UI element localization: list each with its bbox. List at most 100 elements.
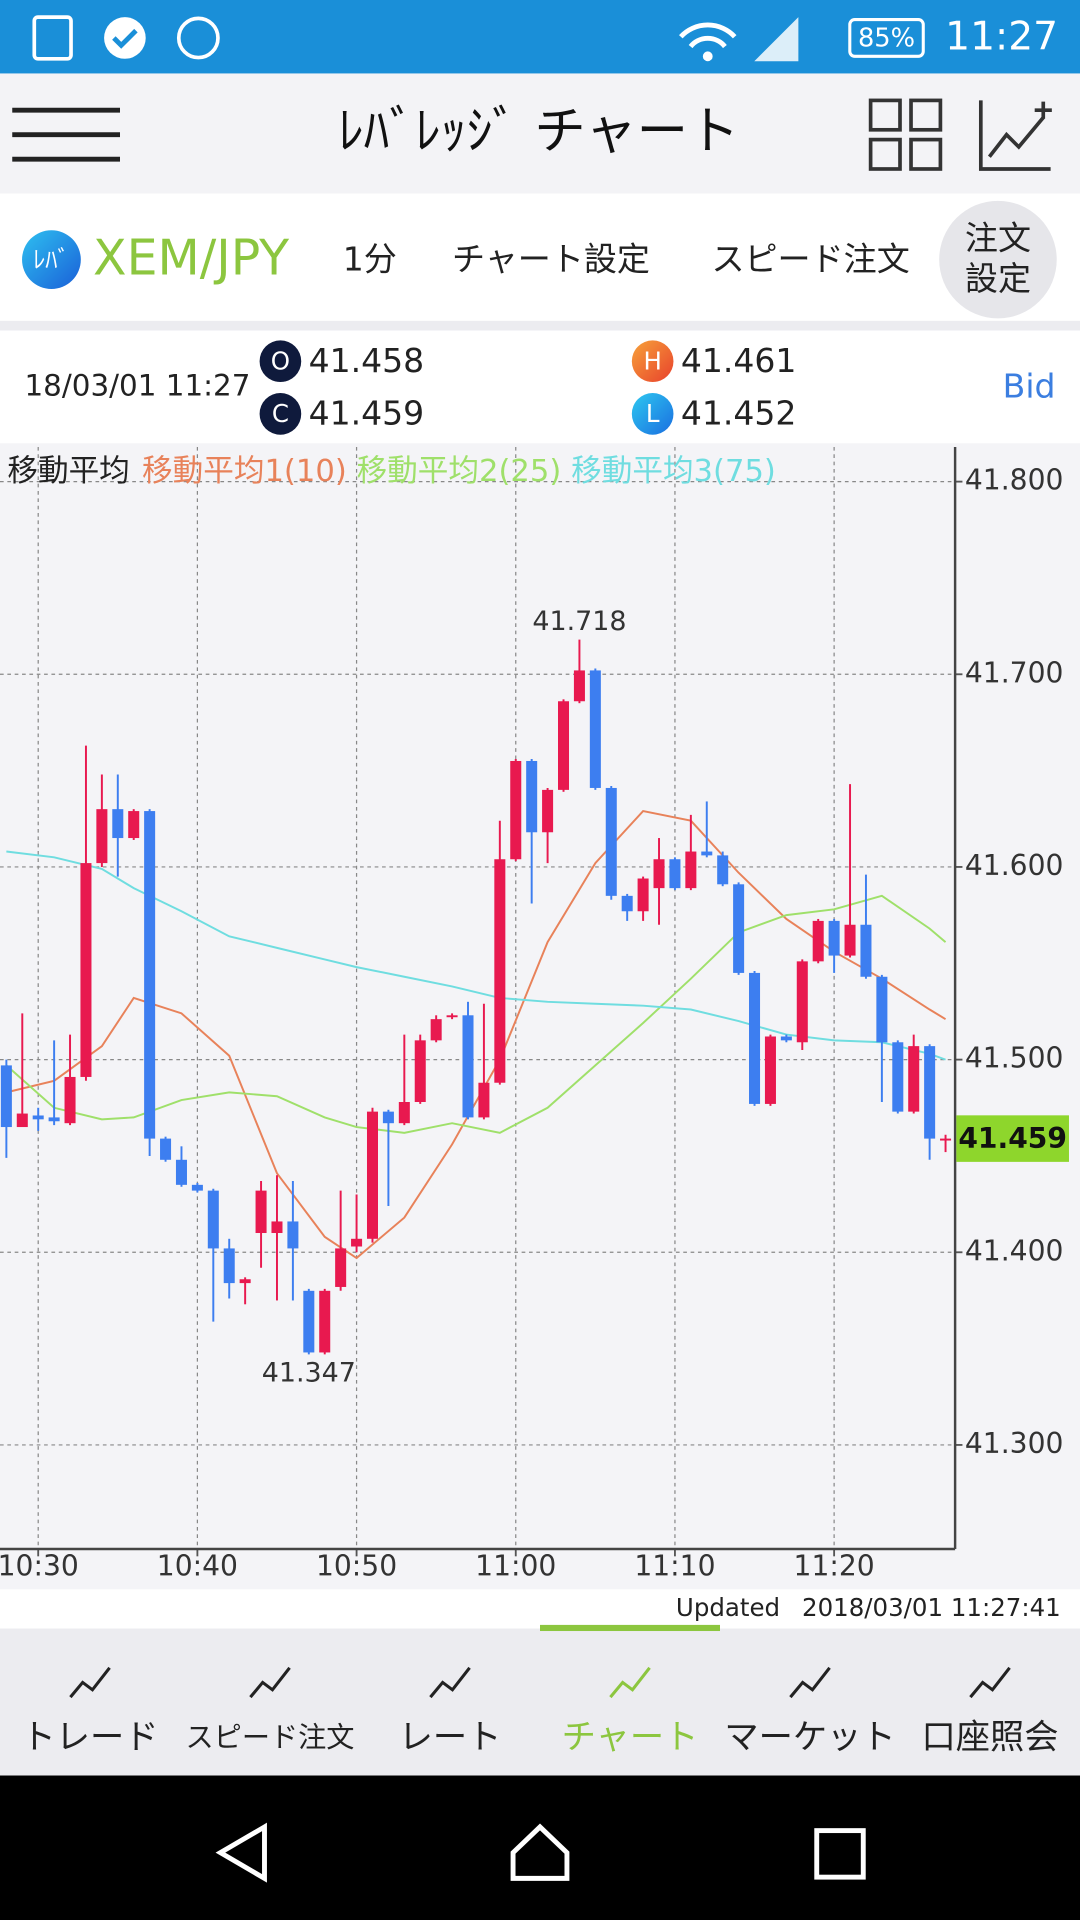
candle-body — [239, 1279, 251, 1284]
menu-button[interactable] — [12, 107, 120, 162]
close-letter: C — [272, 399, 289, 428]
nav-icon[interactable] — [429, 1656, 471, 1699]
chart-area — [0, 443, 1080, 1590]
app-header — [0, 73, 1080, 194]
legend-title: 移動平均 — [7, 454, 129, 489]
battery-icon — [848, 18, 925, 58]
candle-body — [191, 1184, 203, 1191]
interval[interactable]: 1分 — [343, 239, 397, 278]
nav-icon[interactable] — [789, 1656, 831, 1699]
add-chart-button[interactable] — [978, 100, 1052, 171]
status-bar — [0, 0, 1080, 74]
min-label: 41.347 — [262, 1357, 356, 1388]
ticker-row — [0, 200, 1080, 321]
candle-body — [924, 1046, 936, 1139]
high-badge — [631, 340, 674, 383]
nav-label[interactable]: レート — [399, 1717, 502, 1757]
speed-order[interactable]: スピード注文 — [711, 239, 909, 278]
system-nav — [0, 1775, 1080, 1920]
legend-entry: 移動平均1(10) — [142, 454, 347, 489]
back-button[interactable] — [215, 1822, 267, 1883]
check-mark — [112, 28, 138, 49]
nav-label[interactable]: トレード — [21, 1717, 158, 1757]
nav-icon[interactable] — [249, 1656, 291, 1699]
candle-body — [351, 1238, 363, 1247]
y-tick-label: 41.700 — [965, 656, 1064, 689]
nav-items: トレード スピード注文 レート チャート マーケット 口座照会 — [21, 1624, 1059, 1757]
candle-body — [876, 976, 888, 1043]
nav-label[interactable]: チャート — [562, 1717, 699, 1757]
candle-body — [462, 1015, 474, 1118]
candle-body — [128, 811, 140, 839]
candle-body — [96, 809, 108, 864]
updated-label: Updated — [676, 1593, 780, 1622]
legend-entry: 移動平均3(75) — [571, 454, 776, 489]
quote-datetime: 18/03/01 11:27 — [24, 368, 250, 402]
nav-label[interactable]: マーケット — [724, 1717, 895, 1757]
candle-body — [860, 924, 872, 977]
contacts-icon — [32, 15, 73, 61]
candle-body — [828, 920, 840, 956]
header-title: ﾚﾊﾞﾚｯｼﾞ チャート — [338, 102, 739, 162]
y-tick-label: 41.400 — [965, 1234, 1064, 1267]
candle-body — [287, 1221, 299, 1249]
icon-glyph — [69, 1666, 111, 1699]
y-tick-label: 41.500 — [965, 1042, 1064, 1075]
nav-icon[interactable] — [609, 1656, 651, 1699]
close-badge — [259, 393, 302, 435]
recents-button[interactable] — [814, 1828, 866, 1880]
icon-glyph — [249, 1666, 291, 1699]
x-tick-label: 11:00 — [475, 1549, 556, 1582]
home-button[interactable] — [510, 1823, 570, 1881]
price-side[interactable]: Bid — [1003, 367, 1056, 406]
high-value: 41.461 — [681, 341, 797, 380]
y-tick-label: 41.600 — [965, 849, 1064, 882]
ticker-badge — [22, 230, 81, 289]
x-tick-label: 11:10 — [634, 1549, 715, 1582]
open-letter: O — [271, 346, 290, 375]
order-settings-line: 注文 — [965, 219, 1031, 258]
x-tick-label: 10:30 — [0, 1549, 79, 1582]
candle-body — [160, 1138, 172, 1160]
last-price-box — [956, 1115, 1069, 1162]
candle-body — [303, 1290, 315, 1353]
candle-body — [796, 961, 808, 1043]
candle-body — [717, 855, 729, 885]
candle-body — [908, 1046, 920, 1112]
nav-label[interactable]: 口座照会 — [921, 1717, 1058, 1757]
candle-body — [573, 670, 585, 702]
layout-button[interactable] — [868, 98, 943, 171]
candle-body — [32, 1115, 44, 1120]
chart: 41.300 41.400 41.500 41.600 41.700 41.800 10:3… — [0, 446, 1069, 1582]
candle-body — [605, 787, 617, 896]
nav-icon[interactable] — [69, 1656, 111, 1699]
candle-body — [685, 851, 697, 889]
candle-body — [207, 1190, 219, 1249]
candle-body — [621, 895, 633, 912]
order-settings-button[interactable] — [939, 200, 1057, 319]
clock: 11:27 — [945, 15, 1058, 60]
chart-settings[interactable]: チャート設定 — [452, 239, 650, 278]
open-value: 41.458 — [309, 341, 425, 380]
candle-body — [844, 924, 856, 956]
candle-body — [0, 1065, 12, 1128]
close-value: 41.459 — [309, 394, 425, 433]
candle-body — [271, 1221, 283, 1234]
icon-glyph — [609, 1666, 651, 1699]
candle-body — [16, 1113, 28, 1128]
x-tick-label: 11:20 — [794, 1549, 875, 1582]
candle-body — [749, 972, 761, 1104]
candle-body — [64, 1076, 76, 1124]
moving-average-line — [6, 810, 947, 1260]
wifi-dot — [702, 51, 713, 62]
nav-icon[interactable] — [969, 1656, 1011, 1699]
order-settings-line: 設定 — [965, 259, 1031, 298]
candle-body — [558, 701, 570, 790]
symbol[interactable]: XEM/JPY — [93, 229, 289, 286]
last-price-label: 41.459 — [958, 1122, 1067, 1155]
wifi-icon — [679, 22, 737, 49]
candle-body — [510, 760, 522, 860]
icon-glyph — [969, 1666, 1011, 1699]
footer-row — [0, 1589, 1080, 1629]
nav-label[interactable]: スピード注文 — [186, 1721, 355, 1754]
